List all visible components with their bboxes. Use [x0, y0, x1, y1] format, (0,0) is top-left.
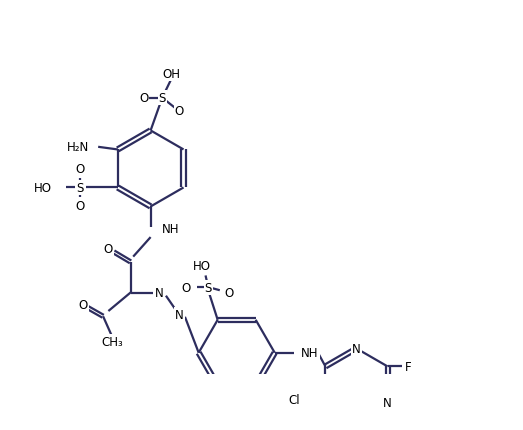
Text: O: O — [75, 163, 84, 176]
Text: O: O — [139, 92, 149, 105]
Text: O: O — [104, 243, 113, 255]
Text: S: S — [158, 92, 166, 105]
Text: NH: NH — [301, 347, 319, 359]
Text: S: S — [76, 181, 83, 194]
Text: CH₃: CH₃ — [102, 335, 123, 348]
Text: O: O — [175, 105, 184, 118]
Text: N: N — [352, 342, 361, 355]
Text: OH: OH — [163, 68, 181, 81]
Text: N: N — [175, 308, 184, 322]
Text: H₂N: H₂N — [66, 141, 89, 154]
Text: O: O — [225, 286, 234, 299]
Text: Cl: Cl — [289, 393, 300, 406]
Text: N: N — [383, 396, 392, 409]
Text: O: O — [181, 281, 190, 294]
Text: O: O — [78, 298, 88, 311]
Text: F: F — [404, 360, 411, 373]
Text: HO: HO — [193, 260, 211, 273]
Text: O: O — [75, 200, 84, 213]
Text: S: S — [204, 281, 212, 294]
Text: NH: NH — [162, 223, 180, 236]
Text: N: N — [155, 286, 164, 299]
Text: HO: HO — [34, 181, 52, 194]
